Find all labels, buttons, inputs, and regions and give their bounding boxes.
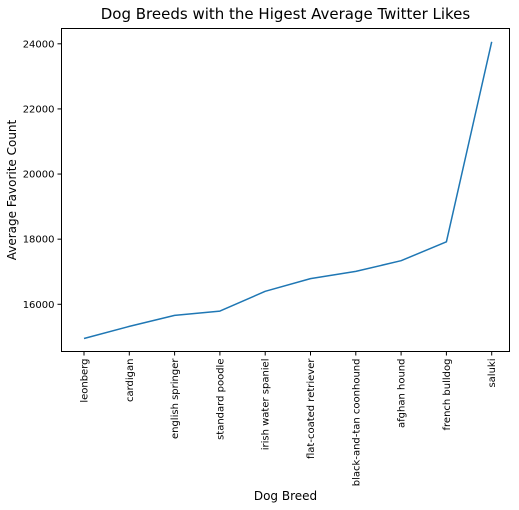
y-tick-label: 16000 bbox=[23, 300, 55, 311]
x-tick-label: cardigan bbox=[125, 359, 136, 403]
y-axis: 16000 18000 20000 22000 24000 bbox=[23, 39, 62, 310]
x-tick-label: leonberg bbox=[80, 359, 91, 403]
x-tick-label: afghan hound bbox=[397, 359, 408, 428]
x-tick-label: standard poodle bbox=[215, 359, 226, 440]
y-axis-title: Average Favorite Count bbox=[5, 119, 19, 260]
x-axis: leonberg cardigan english springer standard… bbox=[80, 352, 499, 487]
x-tick-label: irish water spaniel bbox=[261, 359, 272, 451]
chart-title: Dog Breeds with the Higest Average Twitt… bbox=[101, 5, 471, 23]
x-tick-label: flat-coated retriever bbox=[306, 358, 317, 459]
y-tick-label: 24000 bbox=[23, 39, 55, 50]
x-tick-label: saluki bbox=[487, 359, 498, 388]
plot-area-frame bbox=[62, 29, 510, 352]
series-group bbox=[84, 42, 492, 339]
x-axis-title: Dog Breed bbox=[254, 489, 317, 503]
y-tick-label: 22000 bbox=[23, 104, 55, 115]
y-tick-label: 18000 bbox=[23, 235, 55, 246]
x-tick-label: french bulldog bbox=[442, 359, 453, 431]
y-tick-label: 20000 bbox=[23, 170, 55, 181]
x-tick-label: black-and-tan coonhound bbox=[351, 359, 362, 487]
x-tick-label: english springer bbox=[170, 358, 181, 439]
series-line bbox=[84, 42, 492, 339]
